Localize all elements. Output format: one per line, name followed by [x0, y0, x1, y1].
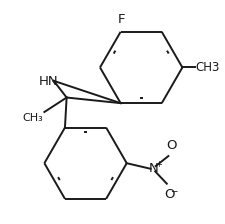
Text: F: F: [117, 13, 125, 26]
Text: O: O: [163, 188, 173, 201]
Text: HN: HN: [39, 75, 58, 88]
Text: O: O: [165, 139, 176, 152]
Text: −: −: [169, 186, 177, 195]
Text: N: N: [148, 162, 158, 175]
Text: CH3: CH3: [195, 61, 219, 74]
Text: CH₃: CH₃: [22, 113, 43, 123]
Text: +: +: [154, 160, 161, 169]
